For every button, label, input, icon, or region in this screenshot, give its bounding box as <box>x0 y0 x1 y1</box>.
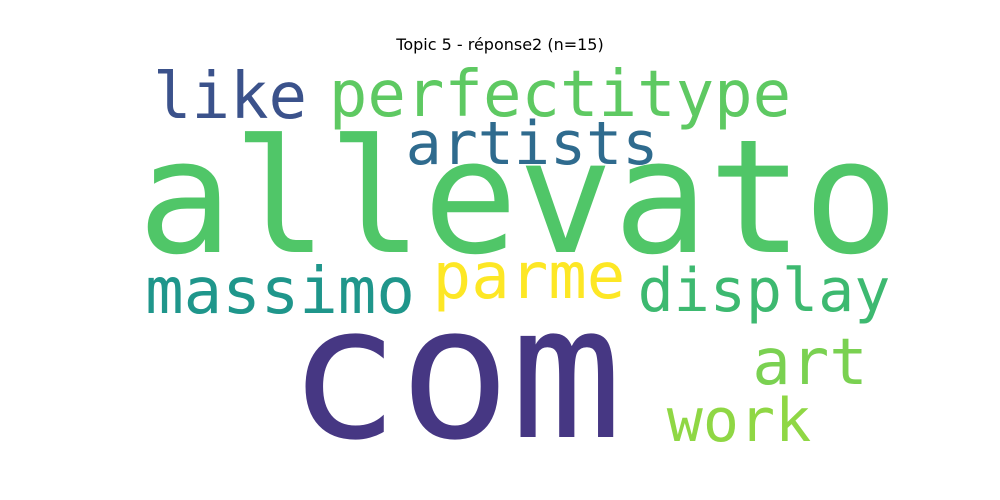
chart-title: Topic 5 - réponse2 (n=15) <box>396 35 604 54</box>
word-art: art <box>752 326 868 400</box>
word-parme: parme <box>433 240 626 314</box>
word-massimo: massimo <box>145 255 415 329</box>
word-com: com <box>288 265 622 481</box>
word-display: display <box>638 256 891 326</box>
word-allevato: allevato <box>138 106 899 290</box>
word-like: like <box>153 60 307 134</box>
word-work: work <box>667 386 812 456</box>
word-perfectitype: perfectitype <box>329 58 791 132</box>
word-artists: artists <box>406 109 659 179</box>
